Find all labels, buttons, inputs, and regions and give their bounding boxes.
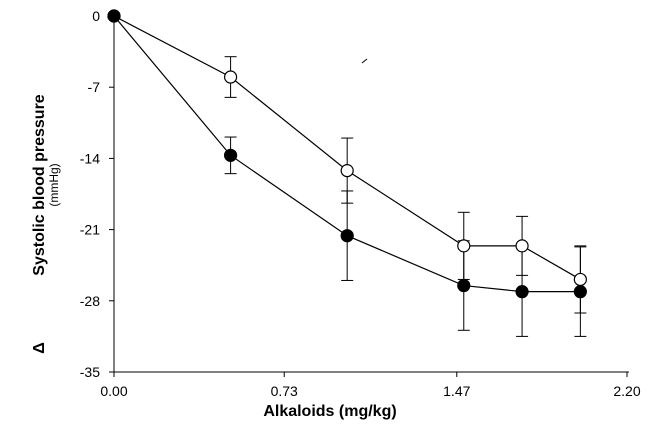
ticks: 0 -7 -14 -21 -28 -350.00 0.73 1.47 2.20 [80,8,641,399]
data-point [340,229,354,243]
y-tick-label: -7 [88,79,101,95]
x-tick-label: 0.73 [271,383,298,399]
x-axis-title: Alkaloids (mg/kg) [263,403,396,420]
stray-mark [361,58,368,64]
data-point [223,148,238,162]
data-point [107,9,121,23]
y-tick-label: -28 [80,293,100,309]
axes [113,14,629,373]
error-bars [224,56,587,337]
y-axis-title-group: Δ Systolic blood pressure [31,94,48,354]
series-line [113,15,581,280]
y-axis-unit: (mmHg) [47,163,61,206]
y-tick-label: -14 [80,150,100,166]
data-point [340,164,354,178]
series-markers [107,9,587,299]
y-axis-delta-symbol: Δ [31,342,48,354]
data-point [457,239,471,253]
y-tick-label: -21 [80,222,100,238]
data-point [515,239,529,253]
y-axis-unit-group: (mmHg) [47,163,61,206]
x-tick-label: 1.47 [443,383,470,399]
data-point [573,285,587,299]
data-point [457,278,471,293]
series-lines [113,15,581,293]
data-point [573,272,587,287]
y-tick-label: -35 [80,364,100,380]
data-point [515,285,529,299]
series-line [113,15,581,293]
x-tick-label: 2.20 [613,383,640,399]
y-tick-label: 0 [92,8,100,24]
x-tick-label: 0.00 [100,383,127,399]
y-axis-title: Systolic blood pressure [31,94,48,275]
data-point [223,70,238,84]
